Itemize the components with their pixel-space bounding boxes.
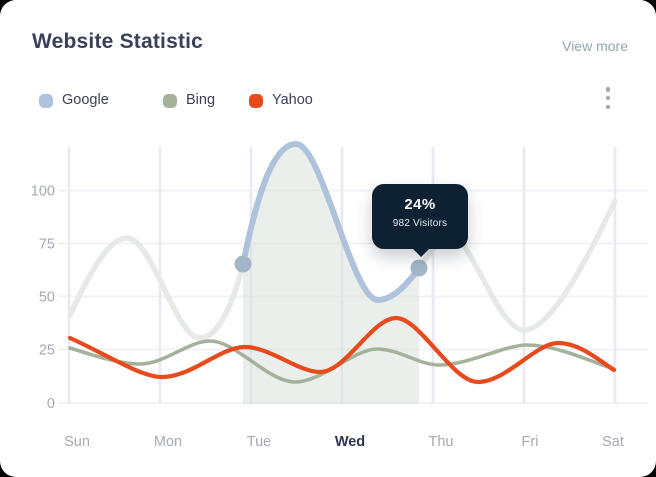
x-label-sun[interactable]: Sun <box>64 434 90 450</box>
chart-tooltip: 24% 982 Visitors <box>372 184 468 249</box>
x-label-tue[interactable]: Tue <box>247 434 271 450</box>
yahoo-line <box>67 315 617 385</box>
highlight-band-area <box>243 144 419 404</box>
kebab-dot <box>605 104 611 109</box>
y-tick-25: 25 <box>39 343 55 359</box>
y-tick-0: 0 <box>47 396 55 412</box>
y-tick-75: 75 <box>39 237 55 253</box>
google-swatch-icon <box>39 93 53 108</box>
view-more-link[interactable]: View more <box>562 38 628 54</box>
tooltip-subtext: 982 Visitors <box>392 218 448 229</box>
legend-item-yahoo[interactable]: Yahoo <box>249 93 313 108</box>
google-point-selected[interactable] <box>410 259 428 277</box>
legend-label-yahoo: Yahoo <box>272 92 313 108</box>
page-title: Website Statistic <box>32 30 204 53</box>
legend-label-bing: Bing <box>186 92 216 108</box>
kebab-dot <box>605 95 611 101</box>
kebab-dot <box>605 87 611 92</box>
legend-item-bing[interactable]: Bing <box>163 93 215 108</box>
y-axis-labels: 100 75 50 25 0 <box>31 184 55 413</box>
x-axis-labels: Sun Mon Tue Wed Thu Fri Sat <box>64 434 624 450</box>
x-label-sat[interactable]: Sat <box>602 434 624 450</box>
google-point-tue[interactable] <box>234 255 252 273</box>
tooltip-value: 24% <box>404 196 436 213</box>
legend-item-google[interactable]: Google <box>39 93 109 108</box>
google-line-active <box>240 140 422 304</box>
y-tick-100: 100 <box>31 184 55 200</box>
kebab-menu-icon[interactable] <box>601 87 615 109</box>
y-tick-50: 50 <box>39 290 55 306</box>
x-label-thu[interactable]: Thu <box>429 434 454 450</box>
x-label-wed[interactable]: Wed <box>335 434 365 450</box>
yahoo-swatch-icon <box>249 93 263 108</box>
x-label-mon[interactable]: Mon <box>154 434 182 450</box>
bing-swatch-icon <box>163 93 177 108</box>
x-label-fri[interactable]: Fri <box>522 434 539 450</box>
legend-label-google: Google <box>62 92 109 108</box>
